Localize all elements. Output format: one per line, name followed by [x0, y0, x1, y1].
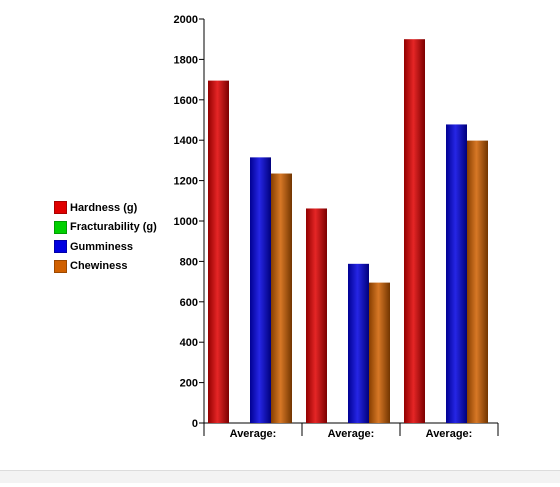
bar: [446, 124, 467, 423]
legend-label-chewiness: Chewiness: [70, 260, 128, 273]
page-footer-strip: [0, 470, 560, 483]
legend-item-chewiness: Chewiness: [54, 257, 157, 277]
y-tick-label: 800: [180, 256, 198, 268]
legend-swatch-gumminess: [54, 240, 67, 254]
legend-swatch-fracturability: [54, 220, 67, 234]
y-tick-label: 600: [180, 297, 198, 309]
y-tick-label: 0: [192, 418, 198, 430]
y-tick-label: 200: [180, 378, 198, 390]
y-tick-label: 1200: [174, 176, 198, 188]
legend-item-fracturability: Fracturability (g): [54, 218, 157, 238]
bar: [208, 80, 229, 424]
bars: [208, 39, 488, 424]
x-tick-label: Average:: [328, 428, 375, 440]
legend-swatch-chewiness: [54, 259, 67, 273]
y-tick-label: 1800: [174, 54, 198, 66]
y-axis: 0 200 400 600 800 1000 1200 1400 1600 1800 2000: [174, 14, 205, 430]
legend-label-gumminess: Gumminess: [70, 240, 133, 253]
y-tick-label: 1600: [174, 95, 198, 107]
legend: Hardness (g) Fracturability (g) Gummines…: [54, 198, 157, 276]
x-axis: Average: Average: Average:: [203, 422, 499, 440]
bar: [369, 282, 390, 423]
legend-item-hardness: Hardness (g): [54, 198, 157, 218]
y-tick-label: 400: [180, 337, 198, 349]
bar: [348, 263, 369, 423]
y-tick-label: 2000: [174, 14, 198, 26]
legend-swatch-hardness: [54, 201, 67, 215]
bar: [404, 39, 425, 423]
x-tick-label: Average:: [230, 428, 277, 440]
y-tick-label: 1400: [174, 135, 198, 147]
bar: [467, 140, 488, 423]
y-tick-label: 1000: [174, 216, 198, 228]
x-tick-label: Average:: [426, 428, 473, 440]
legend-label-fracturability: Fracturability (g): [70, 221, 157, 234]
bar: [271, 173, 292, 423]
bar: [250, 157, 271, 423]
legend-label-hardness: Hardness (g): [70, 201, 138, 214]
bar: [306, 208, 327, 423]
legend-item-gumminess: Gumminess: [54, 237, 157, 257]
